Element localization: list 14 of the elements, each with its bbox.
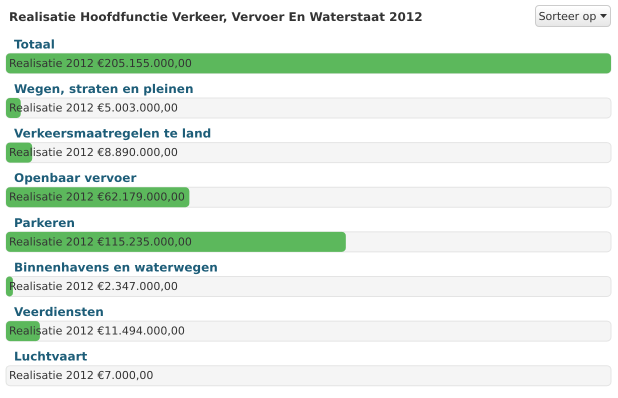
y-tick-label: Totaal xyxy=(14,37,55,52)
y-tick-label: Binnenhavens en waterwegen xyxy=(14,260,218,274)
data-label: Realisatie 2012 €62.179.000,00 xyxy=(9,190,185,204)
data-label: Realisatie 2012 €7.000,00 xyxy=(9,369,154,382)
y-tick-label: Openbaar vervoer xyxy=(14,171,136,186)
y-tick-label: Wegen, straten en pleinen xyxy=(14,82,194,96)
chart-title: Realisatie Hoofdfunctie Verkeer, Vervoer En Waterstaat 2012 xyxy=(9,10,423,24)
y-tick-label: Luchtvaart xyxy=(14,350,88,364)
y-tick-label: Veerdiensten xyxy=(14,305,104,320)
y-tick-label: Parkeren xyxy=(14,216,75,230)
y-tick-label: Verkeersmaatregelen te land xyxy=(14,126,212,141)
data-label: Realisatie 2012 €205.155.000,00 xyxy=(9,56,192,70)
data-label: Realisatie 2012 €115.235.000,00 xyxy=(9,235,192,248)
annotation: Sorteer op xyxy=(538,10,596,22)
